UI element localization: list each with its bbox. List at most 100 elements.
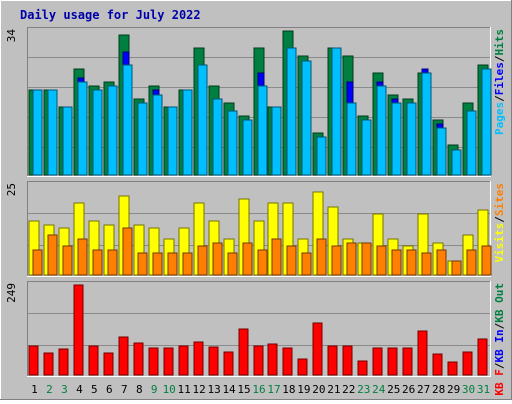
x-tick-label-day-21: 21 bbox=[327, 383, 340, 396]
bar-pages-day-4 bbox=[77, 81, 88, 176]
x-tick-label-day-7: 7 bbox=[121, 383, 128, 396]
bar-sites-day-17 bbox=[271, 238, 282, 276]
bar-sites-day-18 bbox=[286, 245, 297, 276]
bar-pages-day-6 bbox=[107, 85, 118, 176]
bar-kb-f-day-28 bbox=[432, 353, 443, 376]
bar-pages-day-3 bbox=[62, 106, 73, 176]
bar-sites-day-3 bbox=[62, 245, 73, 276]
bar-pages-day-8 bbox=[137, 102, 148, 176]
bar-kb-f-day-18 bbox=[282, 347, 293, 376]
x-tick-label-day-23: 23 bbox=[357, 383, 370, 396]
bar-pages-day-24 bbox=[376, 85, 387, 176]
bar-kb-f-day-3 bbox=[58, 348, 69, 376]
bar-sites-day-2 bbox=[47, 234, 58, 276]
bar-sites-day-30 bbox=[466, 249, 477, 276]
x-tick-label-day-5: 5 bbox=[91, 383, 98, 396]
bar-sites-day-26 bbox=[406, 249, 417, 276]
x-tick-label-day-30: 30 bbox=[462, 383, 475, 396]
bar-kb-f-day-6 bbox=[103, 352, 114, 376]
bar-sites-day-13 bbox=[212, 242, 223, 276]
bar-kb-f-day-11 bbox=[178, 345, 189, 376]
bar-pages-day-16 bbox=[257, 85, 268, 176]
x-tick-label-day-24: 24 bbox=[372, 383, 386, 396]
x-tick-label-day-4: 4 bbox=[76, 383, 83, 396]
bar-pages-day-9 bbox=[152, 94, 163, 176]
x-tick-label-day-17: 17 bbox=[267, 383, 280, 396]
bar-pages-day-12 bbox=[197, 64, 208, 176]
bar-kb-f-day-22 bbox=[342, 345, 353, 376]
bar-sites-day-22 bbox=[346, 242, 357, 276]
legend-separator: / bbox=[493, 95, 506, 102]
x-tick-label-day-8: 8 bbox=[136, 383, 143, 396]
x-tick-label-day-2: 2 bbox=[46, 383, 53, 396]
x-tick-label-day-9: 9 bbox=[151, 383, 158, 396]
bar-kb-f-day-14 bbox=[223, 351, 234, 376]
bar-pages-day-11 bbox=[182, 89, 193, 176]
bar-pages-day-1 bbox=[32, 89, 43, 176]
legend-entry-kb-in: KB In bbox=[493, 329, 506, 362]
bar-pages-day-26 bbox=[406, 102, 417, 176]
bar-sites-day-12 bbox=[197, 245, 208, 276]
bar-pages-day-5 bbox=[92, 89, 103, 176]
legend-entry-hits: Hits bbox=[493, 29, 506, 56]
bar-kb-f-day-19 bbox=[297, 358, 308, 376]
panel-pages-files-hits-max-label: 34 bbox=[5, 29, 18, 43]
legend-entry-pages: Pages bbox=[493, 102, 506, 135]
bar-pages-day-21 bbox=[331, 47, 342, 176]
x-tick-label-day-31: 31 bbox=[477, 383, 490, 396]
legend-separator: / bbox=[493, 216, 506, 223]
bar-kb-f-day-31 bbox=[477, 338, 488, 376]
bar-pages-day-30 bbox=[466, 110, 477, 176]
panel-kbytes-legend: KB F/KB In/KB Out bbox=[493, 283, 506, 396]
bar-pages-day-22 bbox=[346, 102, 357, 176]
bar-sites-day-24 bbox=[376, 245, 387, 276]
bar-pages-day-7 bbox=[122, 64, 133, 176]
bar-sites-day-29 bbox=[451, 260, 462, 276]
bar-kb-f-day-2 bbox=[43, 352, 54, 376]
bar-sites-day-7 bbox=[122, 227, 133, 276]
bar-sites-day-6 bbox=[107, 249, 118, 276]
x-tick-label-day-20: 20 bbox=[312, 383, 325, 396]
bar-kb-f-day-13 bbox=[208, 346, 219, 376]
bar-sites-day-31 bbox=[481, 245, 492, 276]
bar-kb-f-day-26 bbox=[402, 347, 413, 376]
bar-pages-day-17 bbox=[271, 106, 282, 176]
bar-kb-f-day-21 bbox=[327, 345, 338, 376]
bar-pages-day-25 bbox=[391, 102, 402, 176]
x-tick-label-day-13: 13 bbox=[207, 383, 220, 396]
bar-kb-f-day-27 bbox=[417, 330, 428, 376]
bar-kb-f-day-15 bbox=[238, 328, 249, 376]
bar-pages-day-14 bbox=[227, 110, 238, 176]
bar-sites-day-25 bbox=[391, 249, 402, 276]
panel-visits-sites-max-label: 25 bbox=[5, 183, 18, 196]
bar-kb-f-day-9 bbox=[148, 347, 159, 376]
bar-sites-day-28 bbox=[436, 249, 447, 276]
bar-kb-f-day-23 bbox=[357, 360, 368, 376]
panel-pages-files-hits-legend: Pages/Files/Hits bbox=[493, 29, 506, 135]
x-tick-label-day-10: 10 bbox=[163, 383, 176, 396]
x-tick-label-day-25: 25 bbox=[387, 383, 400, 396]
bar-sites-day-15 bbox=[242, 242, 253, 276]
legend-separator: / bbox=[493, 362, 506, 369]
bar-pages-day-2 bbox=[47, 89, 58, 176]
bar-kb-f-day-12 bbox=[193, 341, 204, 376]
bar-sites-day-21 bbox=[331, 245, 342, 276]
bar-sites-day-20 bbox=[316, 238, 327, 276]
bar-sites-day-10 bbox=[167, 252, 178, 276]
bar-kb-f-day-24 bbox=[372, 347, 383, 376]
x-tick-label-day-11: 11 bbox=[178, 383, 191, 396]
legend-separator: / bbox=[493, 55, 506, 62]
bar-pages-day-18 bbox=[286, 47, 297, 176]
bar-sites-day-27 bbox=[421, 252, 432, 276]
bar-kb-f-day-1 bbox=[28, 345, 39, 376]
x-tick-label-day-29: 29 bbox=[447, 383, 460, 396]
bar-kb-f-day-29 bbox=[447, 361, 458, 376]
bar-sites-day-23 bbox=[361, 242, 372, 276]
bar-kb-f-day-4 bbox=[73, 284, 84, 376]
x-tick-label-day-22: 22 bbox=[342, 383, 355, 396]
bar-sites-day-8 bbox=[137, 252, 148, 276]
bar-kb-f-day-8 bbox=[133, 342, 144, 376]
bar-pages-day-19 bbox=[301, 60, 312, 176]
chart-title: Daily usage for July 2022 bbox=[20, 8, 201, 22]
